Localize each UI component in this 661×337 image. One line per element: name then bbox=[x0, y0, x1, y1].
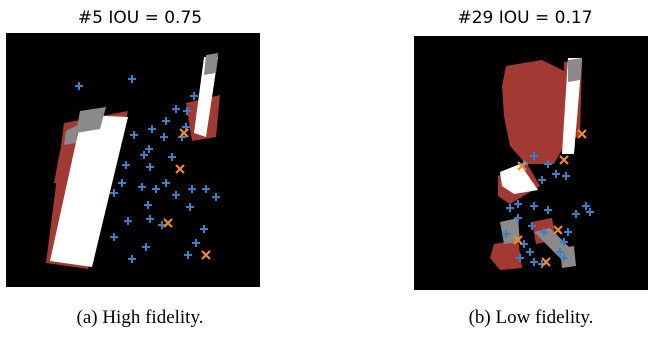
figure-a-segmentation bbox=[46, 53, 220, 269]
blue-plus-marker bbox=[526, 248, 534, 256]
blue-plus-marker bbox=[142, 243, 150, 251]
figure-b-caption: (b) Low fidelity. bbox=[468, 307, 594, 328]
blue-plus-marker bbox=[188, 185, 196, 193]
blue-plus-marker bbox=[138, 183, 146, 191]
blue-plus-marker bbox=[145, 145, 153, 153]
blue-plus-marker bbox=[160, 133, 168, 141]
blue-plus-marker bbox=[148, 125, 156, 133]
blue-plus-marker bbox=[502, 230, 510, 238]
blue-plus-marker bbox=[212, 193, 220, 201]
region-red bbox=[54, 143, 72, 183]
blue-plus-marker bbox=[130, 131, 138, 139]
blue-plus-marker bbox=[144, 201, 152, 209]
figure-a-markers bbox=[75, 75, 220, 263]
region-white bbox=[500, 164, 538, 194]
blue-plus-marker bbox=[530, 258, 538, 266]
blue-plus-marker bbox=[544, 160, 552, 168]
orange-x-marker bbox=[201, 250, 211, 260]
blue-plus-marker bbox=[140, 151, 148, 159]
blue-plus-marker bbox=[200, 225, 208, 233]
blue-plus-marker bbox=[530, 152, 538, 160]
blue-plus-marker bbox=[514, 200, 522, 208]
blue-plus-marker bbox=[124, 217, 132, 225]
blue-plus-marker bbox=[172, 191, 180, 199]
blue-plus-marker bbox=[190, 92, 198, 100]
blue-plus-marker bbox=[184, 251, 192, 259]
blue-plus-marker bbox=[556, 248, 564, 256]
blue-plus-marker bbox=[162, 179, 170, 187]
blue-plus-marker bbox=[564, 228, 572, 236]
blue-plus-marker bbox=[110, 189, 118, 197]
blue-plus-marker bbox=[146, 215, 154, 223]
blue-plus-marker bbox=[562, 172, 570, 180]
blue-plus-marker bbox=[75, 82, 83, 90]
blue-plus-marker bbox=[186, 203, 194, 211]
figure-b-segmentation bbox=[490, 58, 594, 270]
region-gray bbox=[568, 58, 582, 82]
blue-plus-marker bbox=[544, 206, 552, 214]
orange-x-marker bbox=[559, 155, 569, 165]
blue-plus-marker bbox=[530, 202, 538, 210]
figure-a-caption: (a) High fidelity. bbox=[76, 307, 204, 328]
orange-x-marker bbox=[577, 129, 587, 139]
blue-plus-marker bbox=[162, 117, 170, 125]
blue-plus-marker bbox=[540, 228, 548, 236]
blue-plus-marker bbox=[118, 179, 126, 187]
orange-x-marker bbox=[553, 225, 563, 235]
blue-plus-marker bbox=[582, 202, 590, 210]
blue-plus-marker bbox=[552, 170, 560, 178]
blue-plus-marker bbox=[146, 163, 154, 171]
blue-plus-marker bbox=[183, 107, 191, 115]
orange-x-marker bbox=[179, 128, 189, 138]
blue-plus-marker bbox=[538, 176, 546, 184]
region-gray bbox=[204, 53, 218, 75]
blue-plus-marker bbox=[122, 161, 130, 169]
region-red bbox=[490, 240, 522, 270]
region-gray bbox=[76, 107, 106, 133]
orange-x-marker bbox=[517, 161, 527, 171]
blue-plus-marker bbox=[560, 238, 568, 246]
figure-b-title: #29 IOU = 0.17 bbox=[457, 8, 593, 28]
region-gray bbox=[64, 125, 78, 145]
orange-x-marker bbox=[541, 257, 551, 267]
blue-plus-marker bbox=[172, 105, 180, 113]
blue-plus-marker bbox=[110, 233, 118, 241]
blue-plus-marker bbox=[516, 254, 524, 262]
blue-plus-marker bbox=[128, 255, 136, 263]
figure-b-markers bbox=[502, 129, 594, 268]
blue-plus-marker bbox=[168, 153, 176, 161]
blue-plus-marker bbox=[514, 214, 522, 222]
region-white bbox=[50, 115, 128, 267]
orange-x-marker bbox=[163, 218, 173, 228]
blue-plus-marker bbox=[560, 254, 568, 262]
blue-plus-marker bbox=[128, 75, 136, 83]
orange-x-marker bbox=[175, 164, 185, 174]
blue-plus-marker bbox=[528, 222, 536, 230]
region-white bbox=[562, 58, 582, 154]
region-red bbox=[502, 60, 572, 164]
blue-plus-marker bbox=[506, 204, 514, 212]
orange-x-marker bbox=[513, 235, 523, 245]
figure-a-image bbox=[6, 33, 260, 287]
blue-plus-marker bbox=[192, 239, 200, 247]
blue-plus-marker bbox=[572, 210, 580, 218]
region-white bbox=[194, 57, 218, 137]
blue-plus-marker bbox=[586, 208, 594, 216]
blue-plus-marker bbox=[152, 185, 160, 193]
figure-b-image bbox=[414, 36, 648, 290]
blue-plus-marker bbox=[202, 185, 210, 193]
figure-a-title: #5 IOU = 0.75 bbox=[77, 8, 203, 28]
